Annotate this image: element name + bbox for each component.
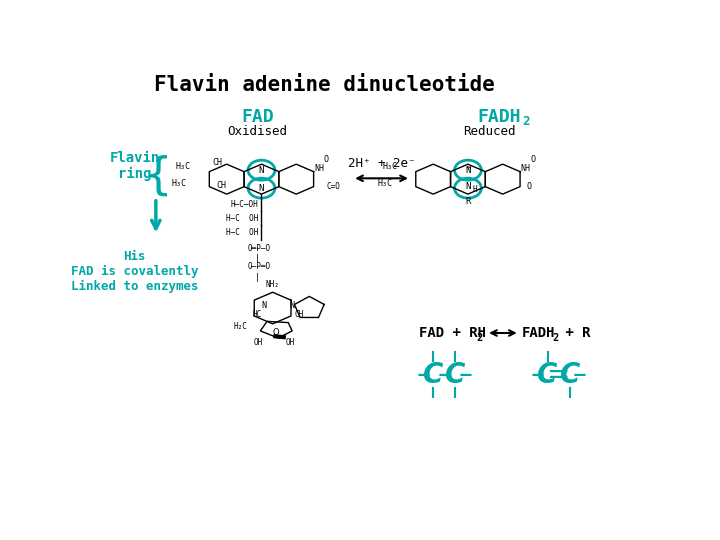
Text: {: { — [144, 154, 171, 197]
Text: N: N — [258, 184, 264, 193]
Text: + R: + R — [557, 326, 590, 340]
Text: +: + — [465, 165, 471, 171]
Text: FAD: FAD — [241, 109, 274, 126]
Text: |: | — [256, 273, 258, 282]
Text: 2: 2 — [476, 333, 482, 343]
Text: NH: NH — [315, 164, 324, 173]
Text: 2H⁺ + 2e⁻: 2H⁺ + 2e⁻ — [348, 157, 415, 170]
Text: CH: CH — [212, 158, 222, 167]
Text: –: – — [437, 361, 451, 389]
Text: FAD + RH: FAD + RH — [419, 326, 486, 340]
Text: O: O — [324, 155, 329, 164]
Text: H─C─OH: H─C─OH — [231, 200, 258, 209]
Text: R: R — [465, 197, 471, 206]
Text: His
FAD is covalently
Linked to enzymes: His FAD is covalently Linked to enzymes — [71, 250, 199, 293]
Text: H─C  OH: H─C OH — [226, 214, 258, 222]
Text: Reduced: Reduced — [463, 125, 516, 138]
Text: C: C — [423, 361, 444, 389]
Text: H₃C: H₃C — [176, 162, 191, 171]
Text: H─C  OH: H─C OH — [226, 228, 258, 237]
Text: C: C — [445, 361, 466, 389]
Text: 2: 2 — [552, 333, 558, 343]
Text: FADH: FADH — [478, 109, 521, 126]
Text: OH: OH — [286, 338, 295, 347]
Text: H₃C: H₃C — [378, 179, 393, 188]
Text: NH: NH — [521, 164, 531, 173]
Text: C: C — [537, 361, 558, 389]
Text: N: N — [465, 166, 471, 176]
Text: O═P─O: O═P─O — [248, 244, 271, 253]
Text: 2: 2 — [523, 114, 530, 127]
Text: N: N — [262, 301, 266, 310]
Text: H₂C: H₂C — [233, 322, 248, 331]
Text: H: H — [472, 185, 477, 194]
Text: –: – — [459, 361, 472, 389]
Text: CH: CH — [295, 310, 304, 319]
Text: –: – — [531, 361, 544, 389]
Text: CH: CH — [217, 181, 227, 190]
Text: Flavin adenine dinucleotide: Flavin adenine dinucleotide — [154, 75, 495, 95]
Text: N: N — [465, 183, 471, 191]
Text: C=O: C=O — [326, 182, 341, 191]
Text: O─P═O: O─P═O — [248, 262, 271, 272]
Text: HC: HC — [252, 310, 261, 319]
Text: O: O — [273, 328, 279, 338]
Text: O: O — [531, 155, 535, 164]
Text: H₃C: H₃C — [382, 162, 397, 171]
Text: OH: OH — [254, 338, 264, 347]
Text: Flavin
ring: Flavin ring — [109, 151, 160, 181]
Text: NH₂: NH₂ — [266, 280, 279, 289]
Text: –: – — [416, 361, 430, 389]
Text: |: | — [256, 254, 258, 263]
Text: Oxidised: Oxidised — [228, 125, 287, 138]
Text: C: C — [559, 361, 580, 389]
Text: FADH: FADH — [521, 326, 555, 340]
Text: =: = — [547, 361, 570, 389]
Text: –: – — [573, 361, 587, 389]
Text: N: N — [289, 301, 294, 310]
Text: N: N — [258, 166, 264, 174]
Text: H₃C: H₃C — [171, 179, 186, 188]
Text: O: O — [527, 182, 532, 191]
